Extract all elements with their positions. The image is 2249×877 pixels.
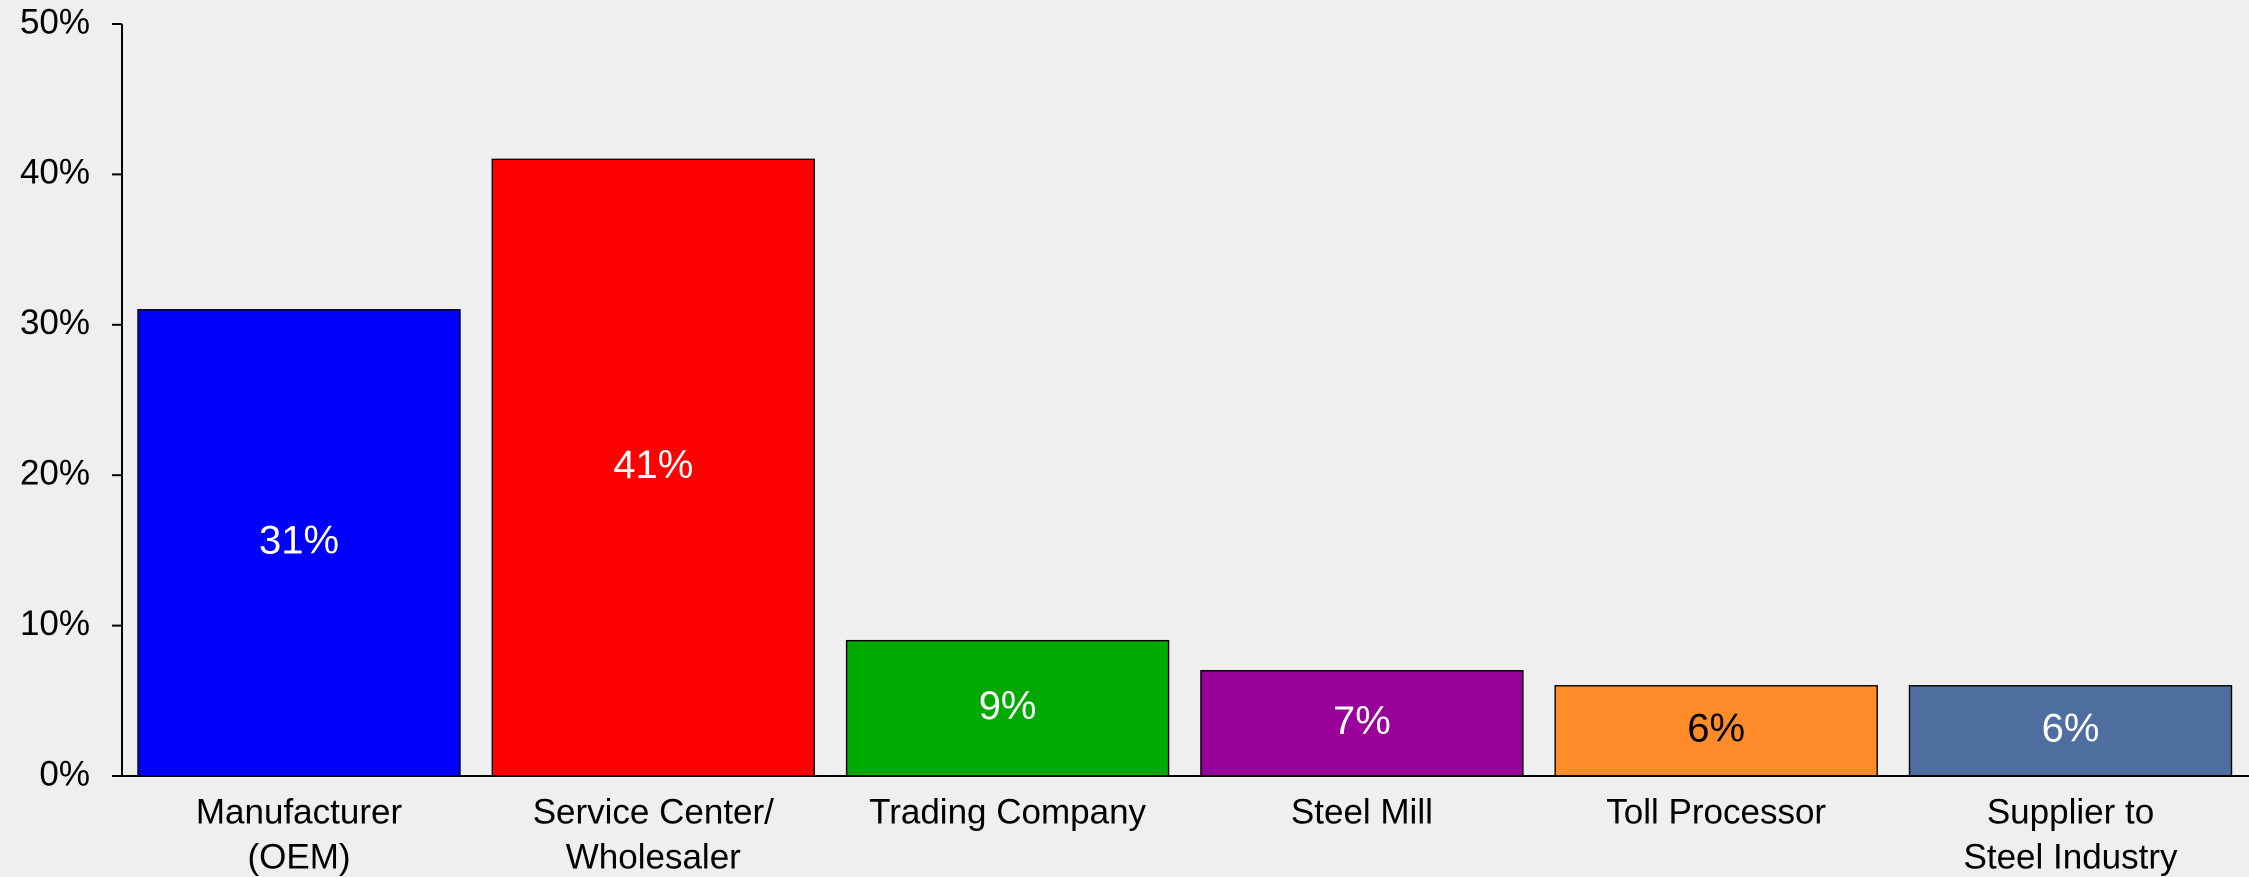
x-tick-label: Steel Industry	[1964, 837, 2178, 876]
y-tick-label: 30%	[20, 303, 90, 342]
bar	[137, 309, 461, 777]
y-tick-label: 40%	[20, 153, 90, 192]
x-tick-label: Manufacturer	[196, 792, 403, 831]
value-label: 6%	[1687, 706, 1745, 750]
x-tick-label: Supplier to	[1987, 792, 2154, 831]
x-tick-label: Service Center/	[533, 792, 774, 831]
y-tick-label: 50%	[20, 2, 90, 41]
value-label: 7%	[1333, 699, 1391, 743]
x-tick-label: Wholesaler	[566, 837, 741, 876]
value-label: 9%	[979, 684, 1037, 728]
bar	[1554, 685, 1878, 777]
y-tick-label: 0%	[39, 754, 90, 793]
bar	[845, 639, 1170, 777]
value-label: 31%	[259, 518, 339, 562]
bar	[491, 158, 815, 777]
value-label: 41%	[613, 443, 693, 487]
bar	[1908, 685, 2233, 777]
bar	[1200, 670, 1524, 777]
x-tick-label: (OEM)	[247, 837, 350, 876]
x-tick-label: Toll Processor	[1606, 792, 1826, 831]
x-tick-label: Trading Company	[869, 792, 1146, 831]
value-label: 6%	[2042, 706, 2100, 750]
y-tick-label: 10%	[20, 604, 90, 643]
x-tick-label: Steel Mill	[1291, 792, 1433, 831]
y-tick-label: 20%	[20, 453, 90, 492]
